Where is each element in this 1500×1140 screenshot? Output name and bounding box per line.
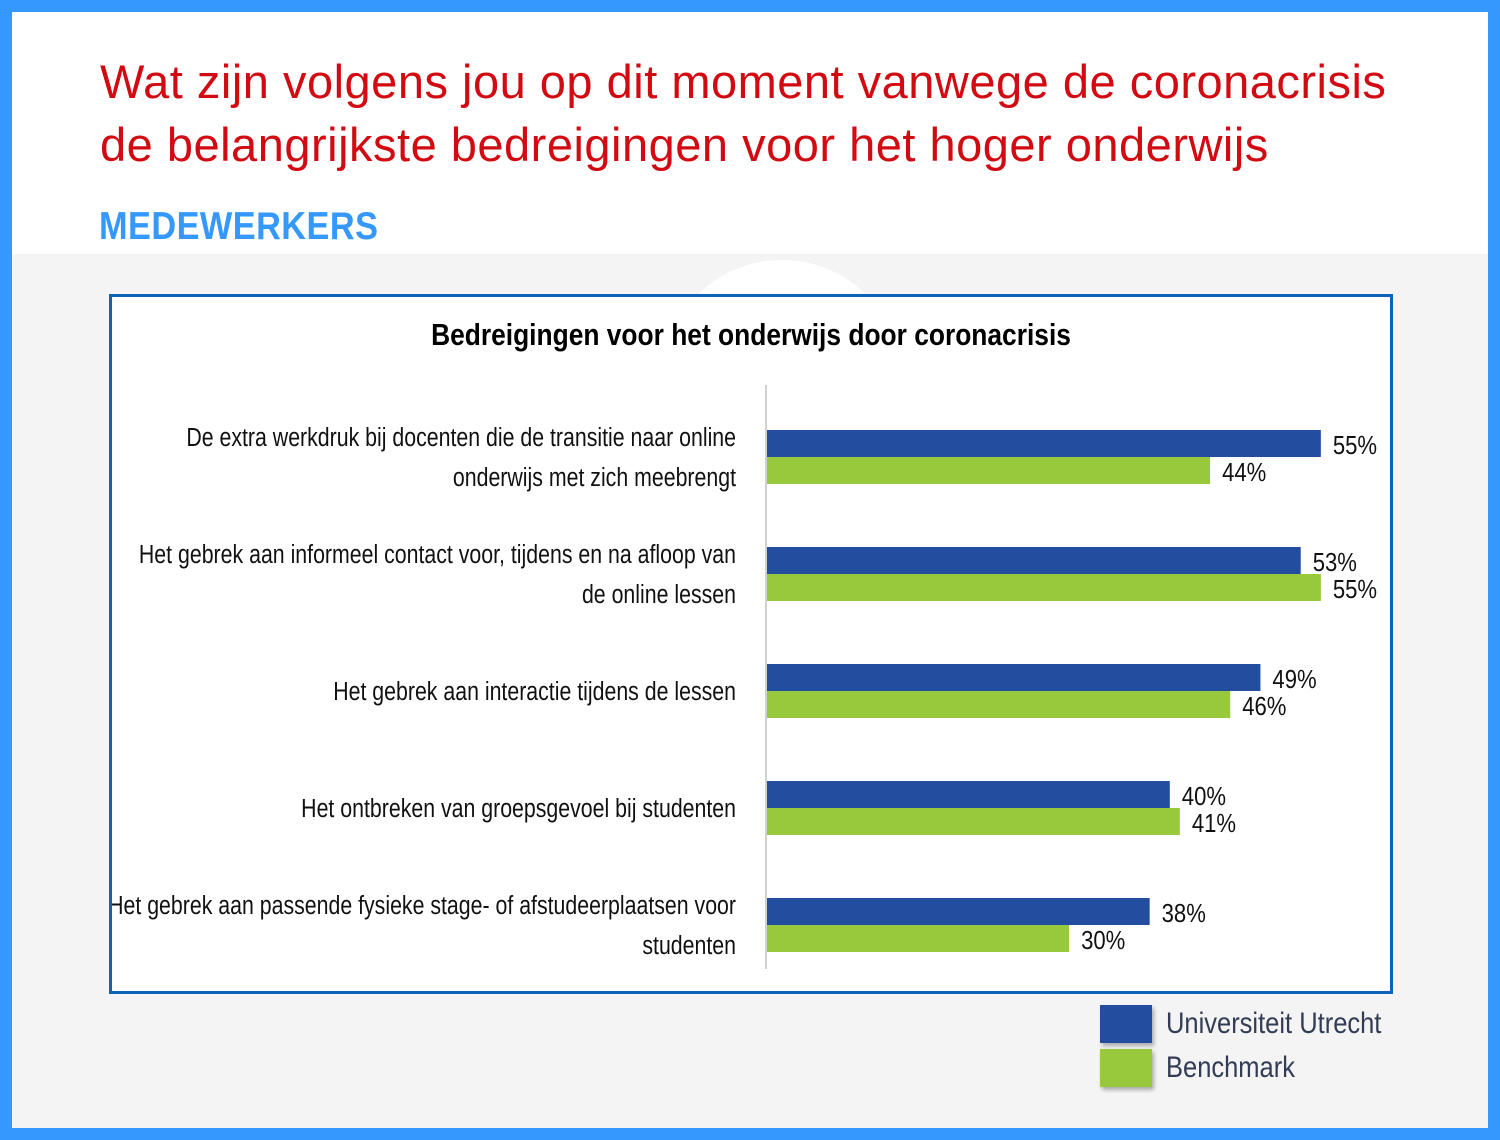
category-label: onderwijs met zich meebrengt (453, 463, 736, 493)
bar-benchmark (767, 808, 1180, 835)
category-label: Het ontbreken van groepsgevoel bij stude… (301, 794, 736, 824)
section-subtitle: MEDEWERKERS (99, 205, 379, 248)
legend-item-universiteit-utrecht: Universiteit Utrecht (1100, 1002, 1419, 1046)
data-label: 30% (1081, 926, 1125, 955)
bar-universiteit-utrecht (767, 547, 1301, 574)
bar-universiteit-utrecht (767, 664, 1261, 691)
page: Wat zijn volgens jou op dit moment vanwe… (12, 12, 1488, 1128)
data-label: 41% (1192, 809, 1236, 838)
data-label: 46% (1242, 692, 1286, 721)
bar-benchmark (767, 925, 1070, 952)
title-line-1: Wat zijn volgens jou op dit moment vanwe… (100, 55, 1387, 108)
bar-universiteit-utrecht (767, 781, 1170, 808)
data-label: 40% (1182, 782, 1226, 811)
data-label: 55% (1333, 431, 1377, 460)
legend-label: Universiteit Utrecht (1166, 1007, 1382, 1040)
bar-benchmark (767, 457, 1211, 484)
category-label: studenten (642, 931, 736, 961)
chart-title: Bedreigingen voor het onderwijs door cor… (431, 317, 1071, 352)
bar-universiteit-utrecht (767, 898, 1150, 925)
title-line-2: de belangrijkste bedreigingen voor het h… (100, 118, 1269, 171)
category-label: Het gebrek aan interactie tijdens de les… (333, 677, 736, 707)
legend-label: Benchmark (1166, 1051, 1295, 1084)
bar-benchmark (767, 574, 1321, 601)
chart-panel: Bedreigingen voor het onderwijs door cor… (109, 294, 1393, 994)
data-label: 38% (1162, 899, 1206, 928)
legend-swatch-green (1100, 1049, 1152, 1087)
legend: Universiteit Utrecht Benchmark (1100, 1002, 1419, 1090)
data-label: 49% (1272, 665, 1316, 694)
category-label: Het gebrek aan passende fysieke stage- o… (112, 891, 736, 921)
bar-benchmark (767, 691, 1231, 718)
data-label: 53% (1313, 548, 1357, 577)
bar-chart: De extra werkdruk bij docenten die de tr… (112, 385, 1377, 969)
header-area (12, 12, 1488, 254)
category-label: Het gebrek aan informeel contact voor, t… (139, 540, 736, 570)
legend-item-benchmark: Benchmark (1100, 1046, 1419, 1090)
page-title: Wat zijn volgens jou op dit moment vanwe… (100, 50, 1386, 176)
category-label: De extra werkdruk bij docenten die de tr… (186, 423, 736, 453)
bar-universiteit-utrecht (767, 430, 1321, 457)
legend-swatch-blue (1100, 1005, 1152, 1043)
data-label: 44% (1222, 458, 1266, 487)
data-label: 55% (1333, 575, 1377, 604)
category-label: de online lessen (582, 580, 736, 610)
